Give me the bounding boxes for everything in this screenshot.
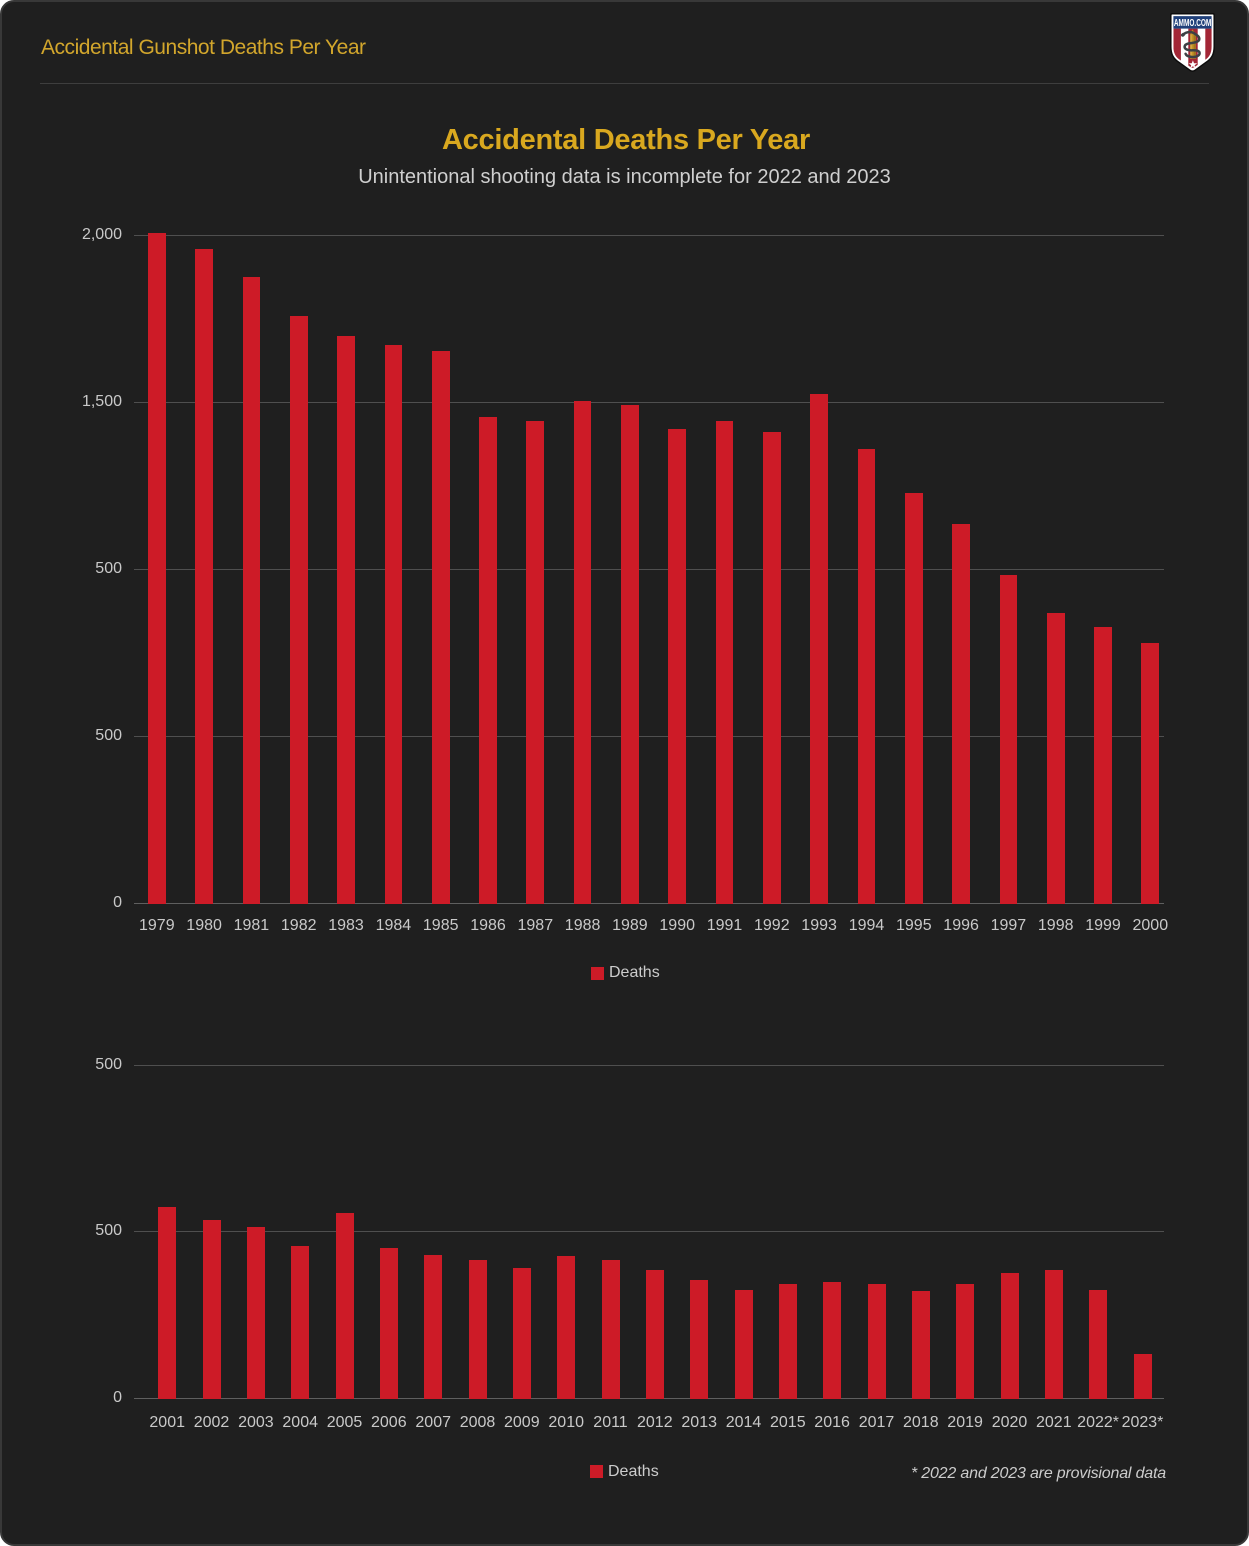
svg-text:AMMO.COM: AMMO.COM — [1174, 17, 1212, 29]
